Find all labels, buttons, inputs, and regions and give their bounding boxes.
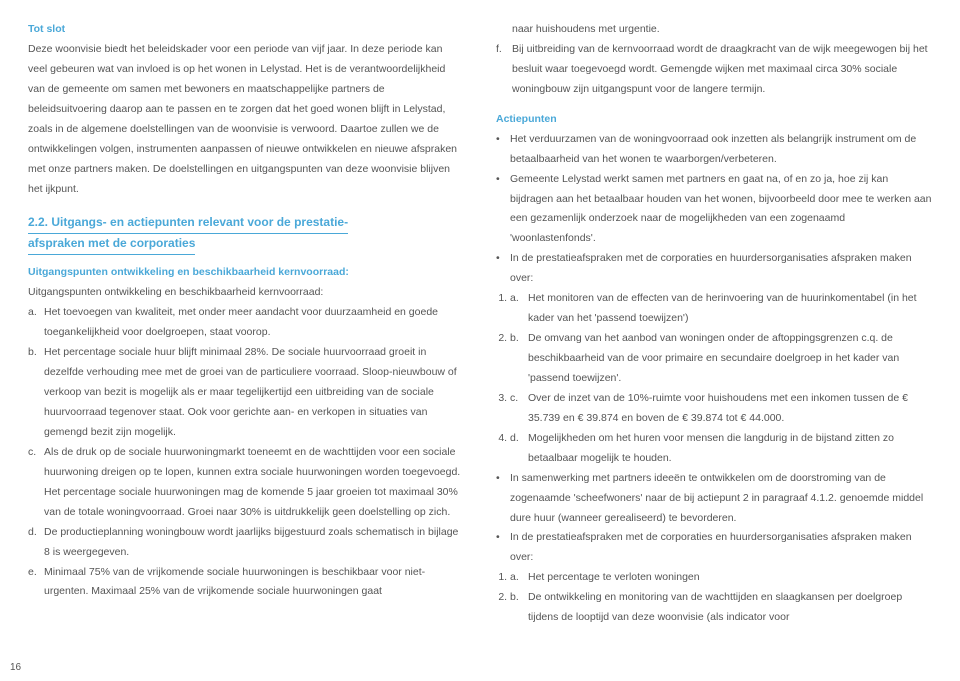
bullet-text: Het verduurzamen van de woningvoorraad o… <box>510 133 916 165</box>
item-text: Over de inzet van de 10%-ruimte voor hui… <box>528 392 908 424</box>
bullet-text: In de prestatieafspraken met de corporat… <box>510 252 912 284</box>
list-item: c. Over de inzet van de 10%-ruimte voor h… <box>510 389 932 429</box>
item-text: Het monitoren van de effecten van de her… <box>528 292 917 324</box>
section-heading-line2: afspraken met de corporaties <box>28 234 195 255</box>
bullet-text: Gemeente Lelystad werkt samen met partne… <box>510 173 931 245</box>
item-text: Als de druk op de sociale huurwoningmark… <box>44 446 460 518</box>
item-marker: a. <box>510 568 519 588</box>
bullet-text: In de prestatieafspraken met de corporat… <box>510 531 912 563</box>
list-item: d. Mogelijkheden om het huren voor mensen… <box>510 429 932 469</box>
list-item: Gemeente Lelystad werkt samen met partne… <box>496 170 932 250</box>
item-text: Het percentage te verloten woningen <box>528 571 700 583</box>
uitgangspunten-heading: Uitgangspunten ontwikkeling en beschikba… <box>28 263 464 283</box>
list-item: In de prestatieafspraken met de corporat… <box>496 249 932 468</box>
list-item: In samenwerking met partners ideeën te o… <box>496 469 932 529</box>
item-marker: d. <box>28 523 37 543</box>
item-text: Het percentage sociale huur blijft minim… <box>44 346 457 438</box>
item-text: De ontwikkeling en monitoring van de wac… <box>528 591 902 623</box>
list-item: e. Minimaal 75% van de vrijkomende social… <box>28 563 464 603</box>
list-item: Het verduurzamen van de woningvoorraad o… <box>496 130 932 170</box>
uitgangspunten-intro: Uitgangspunten ontwikkeling en beschikba… <box>28 283 464 303</box>
item-text: Bij uitbreiding van de kernvoorraad word… <box>512 43 928 95</box>
item-marker: e. <box>28 563 37 583</box>
list-item: b. Het percentage sociale huur blijft min… <box>28 343 464 443</box>
nested-list: a. Het monitoren van de effecten van de h… <box>510 289 932 468</box>
item-text: De omvang van het aanbod van woningen on… <box>528 332 899 384</box>
list-item: a. Het toevoegen van kwaliteit, met onder… <box>28 303 464 343</box>
item-marker: c. <box>28 443 36 463</box>
list-item: f. Bij uitbreiding van de kernvoorraad wo… <box>496 40 932 100</box>
item-f-list: f. Bij uitbreiding van de kernvoorraad wo… <box>496 40 932 100</box>
left-column: Tot slot Deze woonvisie biedt het beleid… <box>28 20 464 628</box>
bullet-text: In samenwerking met partners ideeën te o… <box>510 472 923 524</box>
list-item: c. Als de druk op de sociale huurwoningma… <box>28 443 464 523</box>
list-item: b. De omvang van het aanbod van woningen … <box>510 329 932 389</box>
item-marker: b. <box>510 588 519 608</box>
tot-slot-paragraph: Deze woonvisie biedt het beleidskader vo… <box>28 40 464 200</box>
item-text: Het toevoegen van kwaliteit, met onder m… <box>44 306 438 338</box>
list-item: a. Het monitoren van de effecten van de h… <box>510 289 932 329</box>
item-marker: a. <box>510 289 519 309</box>
actiepunten-list: Het verduurzamen van de woningvoorraad o… <box>496 130 932 628</box>
item-text: De productieplanning woningbouw wordt ja… <box>44 526 458 558</box>
item-text: Mogelijkheden om het huren voor mensen d… <box>528 432 894 464</box>
list-item: d. De productieplanning woningbouw wordt … <box>28 523 464 563</box>
section-2-2-heading: 2.2. Uitgangs- en actiepunten relevant v… <box>28 213 464 255</box>
item-marker: b. <box>28 343 37 363</box>
nested-list: a. Het percentage te verloten woningen b.… <box>510 568 932 628</box>
item-marker: d. <box>510 429 519 449</box>
actiepunten-heading: Actiepunten <box>496 110 932 130</box>
item-marker: b. <box>510 329 519 349</box>
tot-slot-heading: Tot slot <box>28 20 464 40</box>
page-number: 16 <box>10 662 21 673</box>
list-item: a. Het percentage te verloten woningen <box>510 568 932 588</box>
right-column: naar huishoudens met urgentie. f. Bij uit… <box>496 20 932 628</box>
item-text: Minimaal 75% van de vrijkomende sociale … <box>44 566 425 598</box>
item-marker: c. <box>510 389 518 409</box>
two-column-layout: Tot slot Deze woonvisie biedt het beleid… <box>28 20 932 628</box>
list-item: b. De ontwikkeling en monitoring van de w… <box>510 588 932 628</box>
continuation-text: naar huishoudens met urgentie. <box>496 20 932 40</box>
item-marker: a. <box>28 303 37 323</box>
item-marker: f. <box>496 40 502 60</box>
list-item: In de prestatieafspraken met de corporat… <box>496 528 932 628</box>
section-heading-line1: 2.2. Uitgangs- en actiepunten relevant v… <box>28 213 348 234</box>
uitgangspunten-list: a. Het toevoegen van kwaliteit, met onder… <box>28 303 464 602</box>
